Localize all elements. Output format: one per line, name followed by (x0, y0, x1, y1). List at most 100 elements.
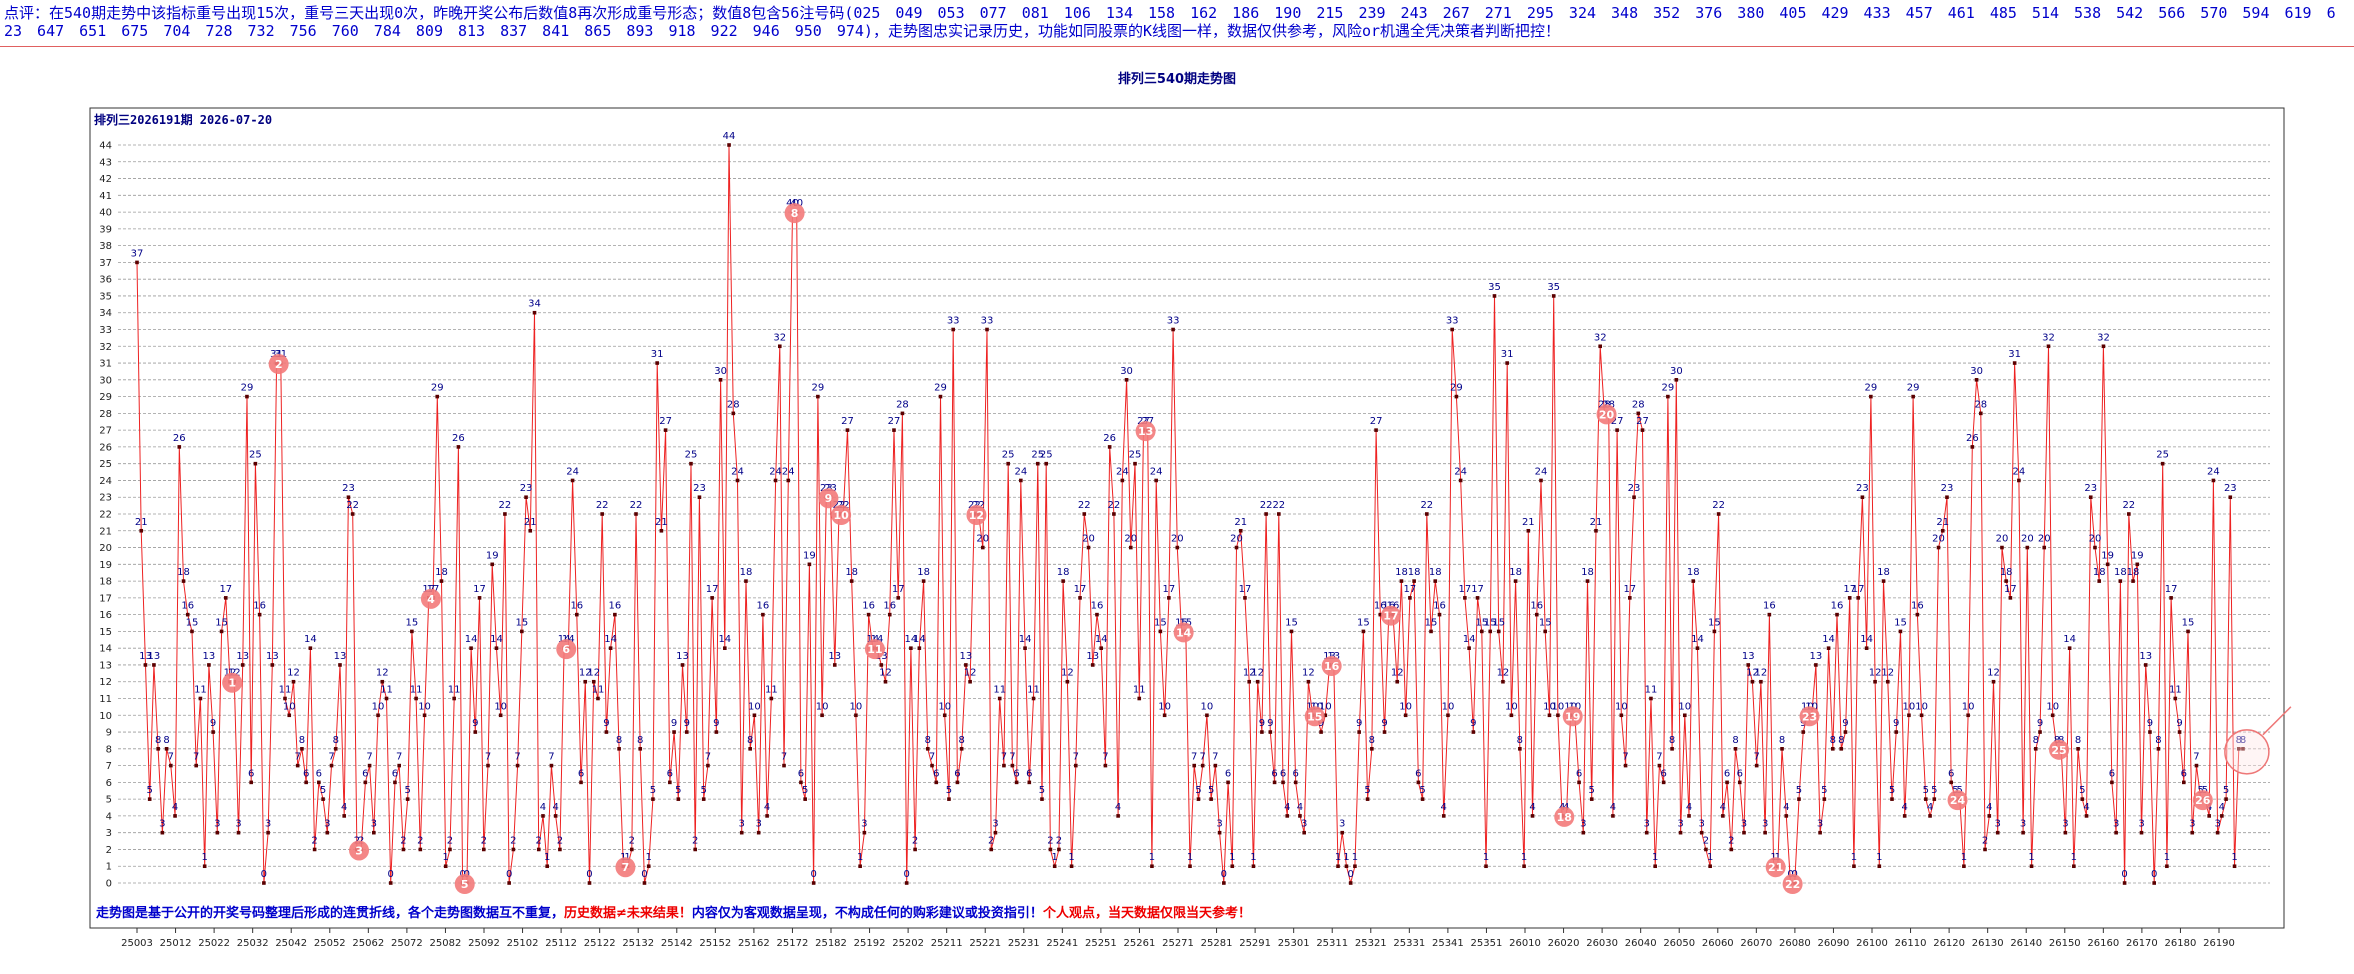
data-label: 10 (1201, 701, 1214, 712)
data-label: 10 (418, 701, 431, 712)
data-point (1027, 780, 1032, 785)
repeat-index: 9 (825, 492, 833, 505)
data-label: 31 (1501, 349, 1514, 360)
data-label: 7 (485, 752, 491, 763)
data-point (883, 679, 888, 684)
data-point (1894, 730, 1899, 734)
data-point (1991, 679, 1996, 684)
data-point (896, 596, 901, 600)
data-point (1416, 780, 1421, 785)
data-label: 20 (1996, 534, 2009, 545)
x-tick-label: 25351 (1471, 938, 1503, 949)
data-point (1661, 780, 1666, 785)
data-point (1082, 512, 1087, 516)
data-point (1251, 864, 1256, 869)
data-point (2000, 545, 2004, 550)
data-label: 5 (2079, 785, 2085, 796)
data-point (1348, 881, 1353, 885)
data-label: 10 (1903, 701, 1916, 712)
data-label: 10 (938, 701, 951, 712)
data-point (1425, 512, 1429, 516)
data-label: 1 (1652, 852, 1658, 863)
data-point (1594, 528, 1598, 533)
data-point (181, 579, 186, 583)
data-label: 27 (888, 416, 901, 427)
data-label: 7 (1753, 752, 1759, 763)
data-point (2067, 646, 2072, 650)
data-label: 18 (740, 567, 753, 578)
data-label: 21 (655, 517, 668, 528)
x-tick-label: 26160 (2087, 938, 2119, 949)
data-label: 9 (671, 718, 677, 729)
data-point (1293, 780, 1298, 785)
data-label: 3 (1741, 819, 1747, 830)
data-point (1877, 864, 1882, 869)
data-label: 2 (536, 835, 542, 846)
repeat-index: 25 (2051, 744, 2066, 757)
data-point (913, 847, 917, 852)
data-label: 10 (1543, 701, 1556, 712)
y-tick-label: 12 (99, 677, 112, 688)
repeat-index: 26 (2195, 794, 2211, 807)
data-point (714, 730, 719, 734)
y-tick-label: 15 (99, 627, 112, 638)
data-point (1522, 864, 1526, 869)
data-point (799, 780, 803, 785)
data-point (2118, 579, 2123, 583)
repeat-marker (1596, 404, 1617, 425)
data-label: 0 (2121, 869, 2127, 880)
data-label: 1 (1335, 852, 1341, 863)
data-label: 14 (1095, 634, 1108, 645)
data-point (448, 847, 452, 852)
data-point (1505, 361, 1509, 365)
data-label: 9 (2176, 718, 2182, 729)
data-point (452, 696, 456, 701)
data-label: 1 (544, 852, 550, 863)
y-tick-label: 18 (99, 577, 112, 588)
data-point (1298, 814, 1302, 818)
data-label: 8 (925, 735, 931, 746)
data-label: 22 (630, 500, 643, 511)
data-point (1069, 864, 1074, 869)
data-label: 26 (173, 433, 186, 444)
data-label: 11 (592, 685, 605, 696)
data-label: 13 (266, 651, 279, 662)
data-label: 15 (1484, 617, 1497, 628)
data-point (185, 612, 190, 617)
data-point (1277, 512, 1281, 516)
data-point (646, 864, 651, 869)
data-point (1932, 797, 1937, 801)
data-label: 6 (1724, 768, 1730, 779)
data-point (587, 881, 592, 885)
x-tick-label: 25062 (352, 938, 384, 949)
plot-frame (89, 107, 2285, 929)
data-label: 2 (447, 835, 453, 846)
data-label: 4 (1610, 802, 1616, 813)
data-point (629, 847, 634, 852)
data-label: 24 (2013, 466, 2026, 477)
data-point (1260, 730, 1264, 734)
data-point (342, 814, 347, 818)
data-point (401, 847, 406, 852)
data-point (536, 847, 541, 852)
repeat-index: 3 (355, 844, 363, 857)
data-label: 5 (404, 785, 410, 796)
data-label: 23 (1941, 483, 1954, 494)
data-point (2215, 830, 2220, 835)
data-point (858, 864, 862, 869)
repeat-index: 18 (1557, 811, 1572, 824)
data-point (1695, 646, 1700, 650)
data-label: 26 (1103, 433, 1116, 444)
data-label: 2 (1047, 835, 1053, 846)
data-label: 22 (1108, 500, 1121, 511)
data-label: 22 (1078, 500, 1091, 511)
data-point (190, 629, 194, 634)
data-label: 6 (303, 768, 309, 779)
data-label: 17 (1239, 584, 1252, 595)
data-label: 6 (667, 768, 673, 779)
data-label: 11 (380, 685, 393, 696)
data-label: 1 (201, 852, 207, 863)
data-point (706, 763, 710, 768)
y-tick-label: 41 (99, 191, 112, 202)
data-point (2021, 830, 2025, 835)
